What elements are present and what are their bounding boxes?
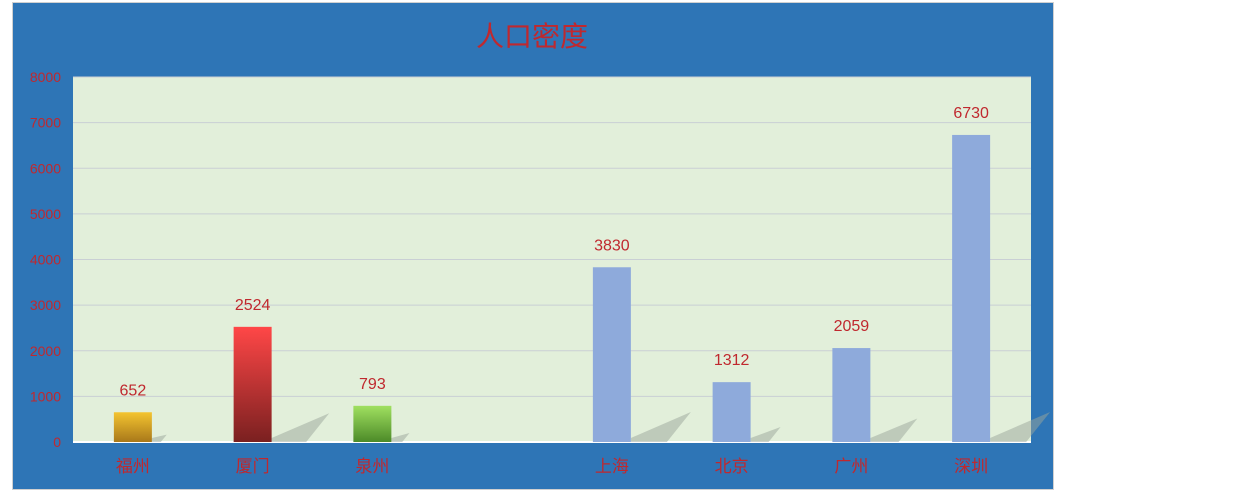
bar-shadow xyxy=(271,413,330,442)
y-tick-label: 4000 xyxy=(30,252,61,268)
x-tick-label: 深圳 xyxy=(954,457,988,477)
x-tick-label: 泉州 xyxy=(355,457,389,477)
y-tick-label: 8000 xyxy=(30,69,61,85)
x-tick-label: 上海 xyxy=(595,457,629,477)
chart-card: 人口密度 0 1000 2000 3000 4000 5000 6000 7000 8000 6… xyxy=(12,2,1054,490)
bar xyxy=(233,326,272,442)
data-label: 3830 xyxy=(594,237,630,254)
bar-shadow xyxy=(630,412,691,442)
data-label: 6730 xyxy=(953,105,989,122)
bar-shadow xyxy=(151,434,167,442)
x-tick-label: 福州 xyxy=(116,457,150,477)
bar xyxy=(952,134,991,442)
bar-shadow xyxy=(990,412,1051,442)
bar xyxy=(592,267,631,442)
x-tick-label: 北京 xyxy=(715,457,749,477)
x-tick-label: 广州 xyxy=(834,457,868,477)
x-tick-label: 厦门 xyxy=(236,457,270,477)
data-label: 652 xyxy=(120,382,147,399)
data-label: 1312 xyxy=(714,352,750,369)
bar xyxy=(832,348,871,442)
y-tick-label: 7000 xyxy=(30,115,61,131)
y-tick-label: 0 xyxy=(53,434,61,450)
y-tick-label: 5000 xyxy=(30,206,61,222)
y-tick-label: 6000 xyxy=(30,160,61,176)
y-tick-label: 2000 xyxy=(30,343,61,359)
bar xyxy=(353,405,392,442)
chart-title: 人口密度 xyxy=(476,20,588,53)
data-label: 2524 xyxy=(235,297,271,314)
x-axis-ticks: 福州 厦门 泉州 上海 北京 广州 深圳 xyxy=(116,457,988,477)
y-axis-ticks: 0 1000 2000 3000 4000 5000 6000 7000 8000 xyxy=(30,69,61,450)
bar-shadow xyxy=(391,432,410,442)
data-label: 793 xyxy=(359,376,386,393)
bar xyxy=(712,382,751,442)
y-tick-label: 3000 xyxy=(30,297,61,313)
bar xyxy=(113,412,152,442)
bar-shadows xyxy=(151,412,1051,442)
bar-shadow xyxy=(750,427,781,442)
bars xyxy=(113,134,991,442)
y-tick-label: 1000 xyxy=(30,388,61,404)
data-labels: 652 2524 793 3830 1312 2059 6730 xyxy=(120,105,990,399)
bar-shadow xyxy=(870,418,918,442)
chart-svg: 人口密度 0 1000 2000 3000 4000 5000 6000 7000 8000 6… xyxy=(30,20,1051,477)
data-label: 2059 xyxy=(834,318,870,335)
